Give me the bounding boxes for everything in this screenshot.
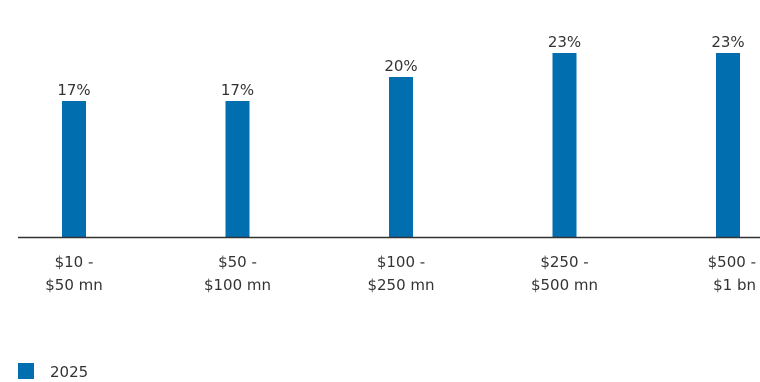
x-tick-label-0-line-0: $10 -: [55, 253, 94, 271]
x-tick-label-2-line-0: $100 -: [377, 253, 425, 271]
bar-2: [389, 77, 413, 237]
value-label-3: 23%: [548, 33, 581, 51]
legend-swatch-2025: [18, 363, 34, 379]
legend-label-2025: 2025: [50, 363, 88, 381]
x-tick-label-4-line-0: $500 -: [708, 253, 756, 271]
x-tick-label-3-line-0: $250 -: [540, 253, 588, 271]
x-tick-label-4-line-1: $1 bn: [713, 276, 756, 294]
x-tick-label-3-line-1: $500 mn: [531, 276, 598, 294]
bars-group: [62, 53, 740, 237]
value-label-4: 23%: [711, 33, 744, 51]
value-label-1: 17%: [221, 81, 254, 99]
bar-4: [716, 53, 740, 237]
value-label-0: 17%: [57, 81, 90, 99]
x-tick-labels-group: $10 - $50 mn $50 - $100 mn $100 - $250 mn $250…: [45, 253, 756, 294]
bar-0: [62, 101, 86, 237]
x-tick-label-0-line-1: $50 mn: [45, 276, 103, 294]
x-tick-label-1-line-1: $100 mn: [204, 276, 271, 294]
value-label-2: 20%: [384, 57, 417, 75]
x-tick-label-2-line-1: $250 mn: [367, 276, 434, 294]
x-tick-label-1-line-0: $50 -: [218, 253, 257, 271]
legend: 2025: [18, 363, 88, 381]
bar-3: [552, 53, 577, 237]
bar-1: [225, 101, 250, 237]
value-labels-group: 17% 17% 20% 23% 23%: [57, 33, 744, 99]
